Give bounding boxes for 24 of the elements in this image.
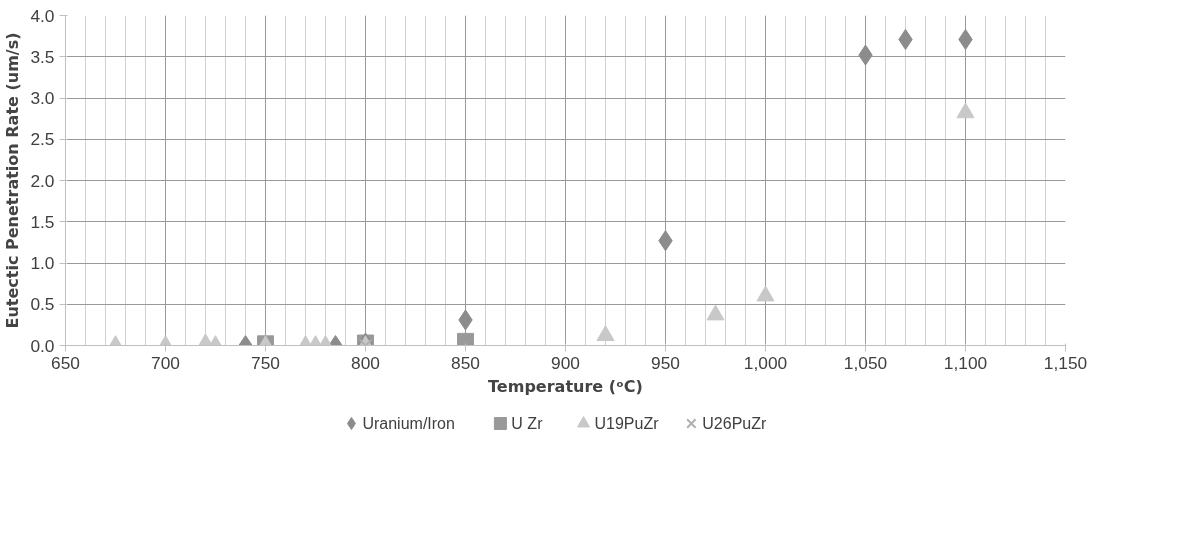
x-tick-label: 1,000 xyxy=(743,352,788,373)
x-tick-label: 800 xyxy=(351,352,380,373)
y-tick-label: 4.0 xyxy=(30,5,55,26)
legend-label: Uranium/Iron xyxy=(362,415,455,432)
y-tick-label: 1.0 xyxy=(30,253,55,273)
legend-label: U19PuZr xyxy=(594,415,660,432)
y-tick-label: 0.5 xyxy=(30,294,55,315)
x-tick-label: 900 xyxy=(551,352,580,373)
x-tick-label: 1,050 xyxy=(843,352,888,373)
x-tick-label: 1,150 xyxy=(1043,352,1088,373)
y-tick-label: 2.0 xyxy=(30,170,55,191)
y-tick-label: 3.0 xyxy=(30,88,55,108)
x-tick-label: 950 xyxy=(651,352,680,373)
x-tick-label: 750 xyxy=(251,352,280,373)
legend-label: U Zr xyxy=(511,415,544,432)
x-tick-label: 1,100 xyxy=(943,352,988,373)
legend-label: U26PuZr xyxy=(702,415,767,432)
y-tick-label: 2.5 xyxy=(30,129,55,150)
x-tick-label: 700 xyxy=(151,352,180,373)
y-axis-title: Eutectic Penetration Rate (um/s) xyxy=(3,32,23,329)
y-tick-label: 1.5 xyxy=(30,211,55,232)
y-tick-label: 3.5 xyxy=(30,46,55,67)
x-axis-title: Temperature (ᵒC) xyxy=(488,376,643,396)
x-tick-label: 850 xyxy=(451,352,480,373)
